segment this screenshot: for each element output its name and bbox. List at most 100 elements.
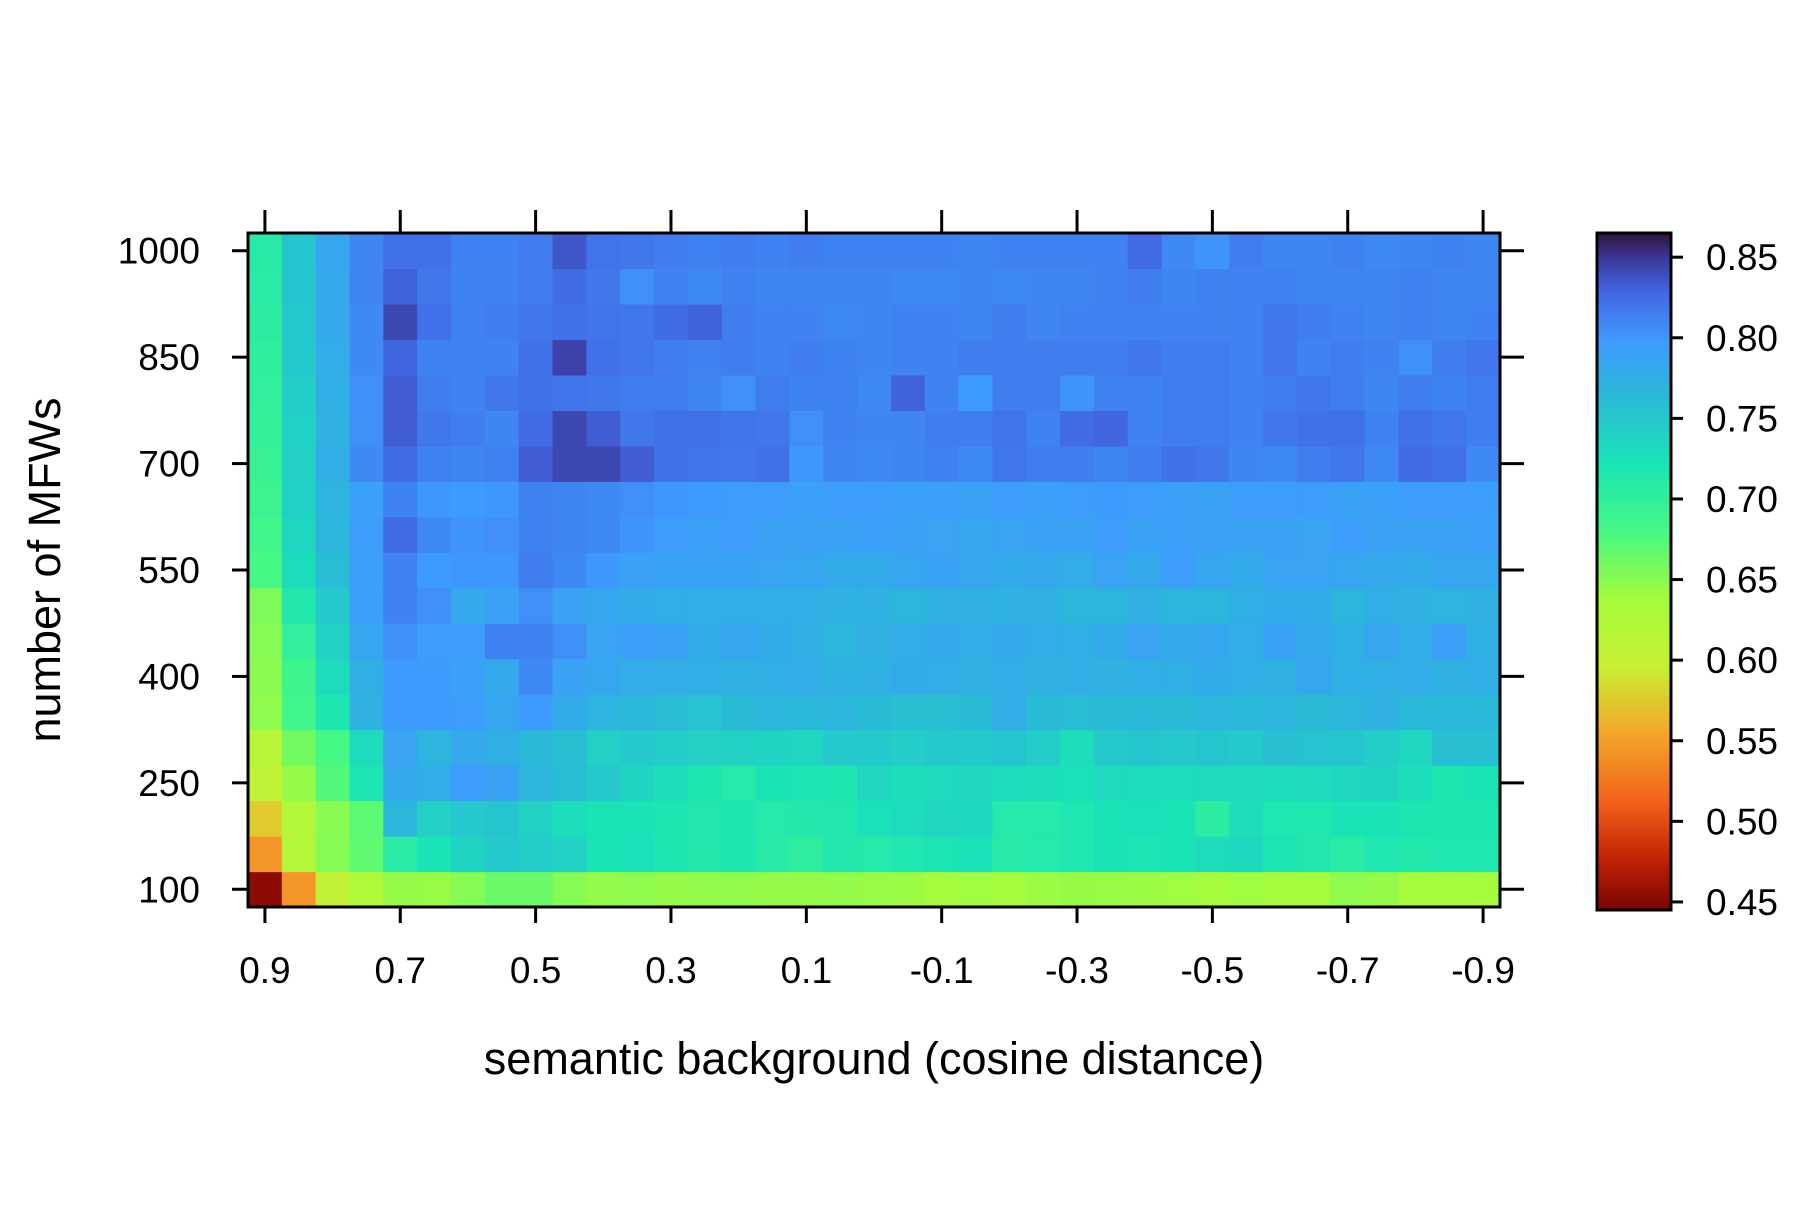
heatmap-cell (823, 871, 858, 908)
heatmap-cell (1398, 410, 1433, 447)
heatmap-cell (281, 623, 317, 660)
heatmap-cell (755, 658, 791, 695)
heatmap-cell (349, 410, 384, 447)
heatmap-cell (349, 374, 384, 411)
y-axis: 100 250 400 550 700 850 1000 (118, 231, 1524, 910)
heatmap-cell (1296, 233, 1332, 270)
heatmap-cell (417, 729, 452, 766)
heatmap-cell (890, 339, 926, 376)
heatmap-cell (281, 445, 317, 482)
heatmap-cell (552, 552, 587, 589)
heatmap-cell (552, 481, 587, 518)
heatmap-cell (586, 800, 621, 837)
heatmap-cell (1364, 800, 1400, 837)
heatmap-cell (315, 552, 351, 589)
heatmap-cell (1432, 552, 1467, 589)
heatmap-cell (383, 516, 418, 553)
heatmap-cell (1398, 871, 1433, 908)
heatmap-cell (1195, 552, 1230, 589)
heatmap-cell (687, 587, 723, 624)
heatmap-cell (1093, 445, 1129, 482)
heatmap-cell (924, 410, 960, 447)
x-tick-label: 0.1 (781, 950, 832, 991)
heatmap-cell (349, 339, 384, 376)
heatmap-cell (620, 481, 655, 518)
heatmap-cell (857, 729, 892, 766)
heatmap-cell (349, 765, 384, 802)
y-tick-label: 1000 (118, 231, 200, 272)
heatmap-cell (1263, 765, 1298, 802)
heatmap-cell (1161, 233, 1197, 270)
heatmap-cell (992, 303, 1027, 341)
heatmap-cell (484, 339, 520, 376)
heatmap-cell (1060, 658, 1095, 695)
heatmap-cell (687, 658, 723, 695)
heatmap-cell (552, 694, 587, 731)
heatmap-cell (721, 694, 757, 731)
heatmap-cell (1127, 694, 1163, 731)
x-axis-title: semantic background (cosine distance) (484, 1033, 1264, 1084)
heatmap-cell (721, 374, 757, 411)
heatmap-cell (958, 800, 994, 837)
heatmap-cell (789, 268, 824, 305)
heatmap-cell (992, 623, 1027, 660)
heatmap-cell (349, 658, 384, 695)
heatmap-cell (1026, 694, 1061, 731)
heatmap-cell (654, 729, 689, 766)
heatmap-cell (992, 658, 1027, 695)
heatmap-cell (687, 765, 723, 802)
heatmap-cell (417, 694, 452, 731)
heatmap-cell (248, 481, 283, 518)
heatmap-cell (484, 658, 520, 695)
heatmap-cell (1161, 587, 1197, 624)
x-tick-label: -0.7 (1316, 950, 1380, 991)
heatmap-cell (1060, 481, 1095, 518)
heatmap-cell (1296, 268, 1332, 305)
heatmap-cell (552, 836, 587, 873)
heatmap-cell (451, 694, 486, 731)
heatmap-cell (620, 339, 655, 376)
heatmap-cell (1026, 871, 1061, 908)
heatmap-cell (1466, 552, 1501, 589)
heatmap-cell (1060, 729, 1095, 766)
heatmap-cell (1093, 765, 1129, 802)
heatmap-cell (1364, 587, 1400, 624)
heatmap-cell (721, 836, 757, 873)
heatmap-cell (823, 374, 858, 411)
x-tick-label: -0.5 (1180, 950, 1244, 991)
x-tick-label: 0.7 (375, 950, 426, 991)
heatmap-cell (924, 374, 960, 411)
heatmap-cell (1026, 623, 1061, 660)
heatmap-cell (924, 729, 960, 766)
heatmap-cell (315, 694, 351, 731)
heatmap-cell (1398, 836, 1433, 873)
heatmap-cell (1263, 623, 1298, 660)
heatmap-cell (857, 871, 892, 908)
heatmap-cell (1398, 233, 1433, 270)
heatmap-cell (721, 268, 757, 305)
heatmap-cell (281, 552, 317, 589)
heatmap-cell (451, 871, 486, 908)
heatmap-cell (1466, 800, 1501, 837)
heatmap-cell (484, 765, 520, 802)
heatmap-cell (1093, 623, 1129, 660)
heatmap-cell (281, 374, 317, 411)
heatmap-cell (586, 410, 621, 447)
heatmap-cell (1364, 339, 1400, 376)
heatmap-cell (248, 233, 283, 270)
heatmap-cell (451, 268, 486, 305)
heatmap-cell (383, 303, 418, 341)
heatmap-cell (552, 800, 587, 837)
x-axis: 0.9 0.7 0.5 0.3 0.1 -0.1 -0.3 -0.5 -0.7 -0.9 (239, 210, 1515, 991)
heatmap-cell (1398, 516, 1433, 553)
heatmap-cell (248, 303, 283, 341)
heatmap-cell (924, 233, 960, 270)
heatmap-cell (1330, 871, 1366, 908)
heatmap-cell (823, 233, 858, 270)
heatmap-cell (1263, 658, 1298, 695)
x-tick-label: 0.5 (510, 950, 561, 991)
heatmap-cell (1060, 694, 1095, 731)
heatmap-cell (1398, 552, 1433, 589)
heatmap-cell (721, 516, 757, 553)
heatmap-cell (1161, 871, 1197, 908)
